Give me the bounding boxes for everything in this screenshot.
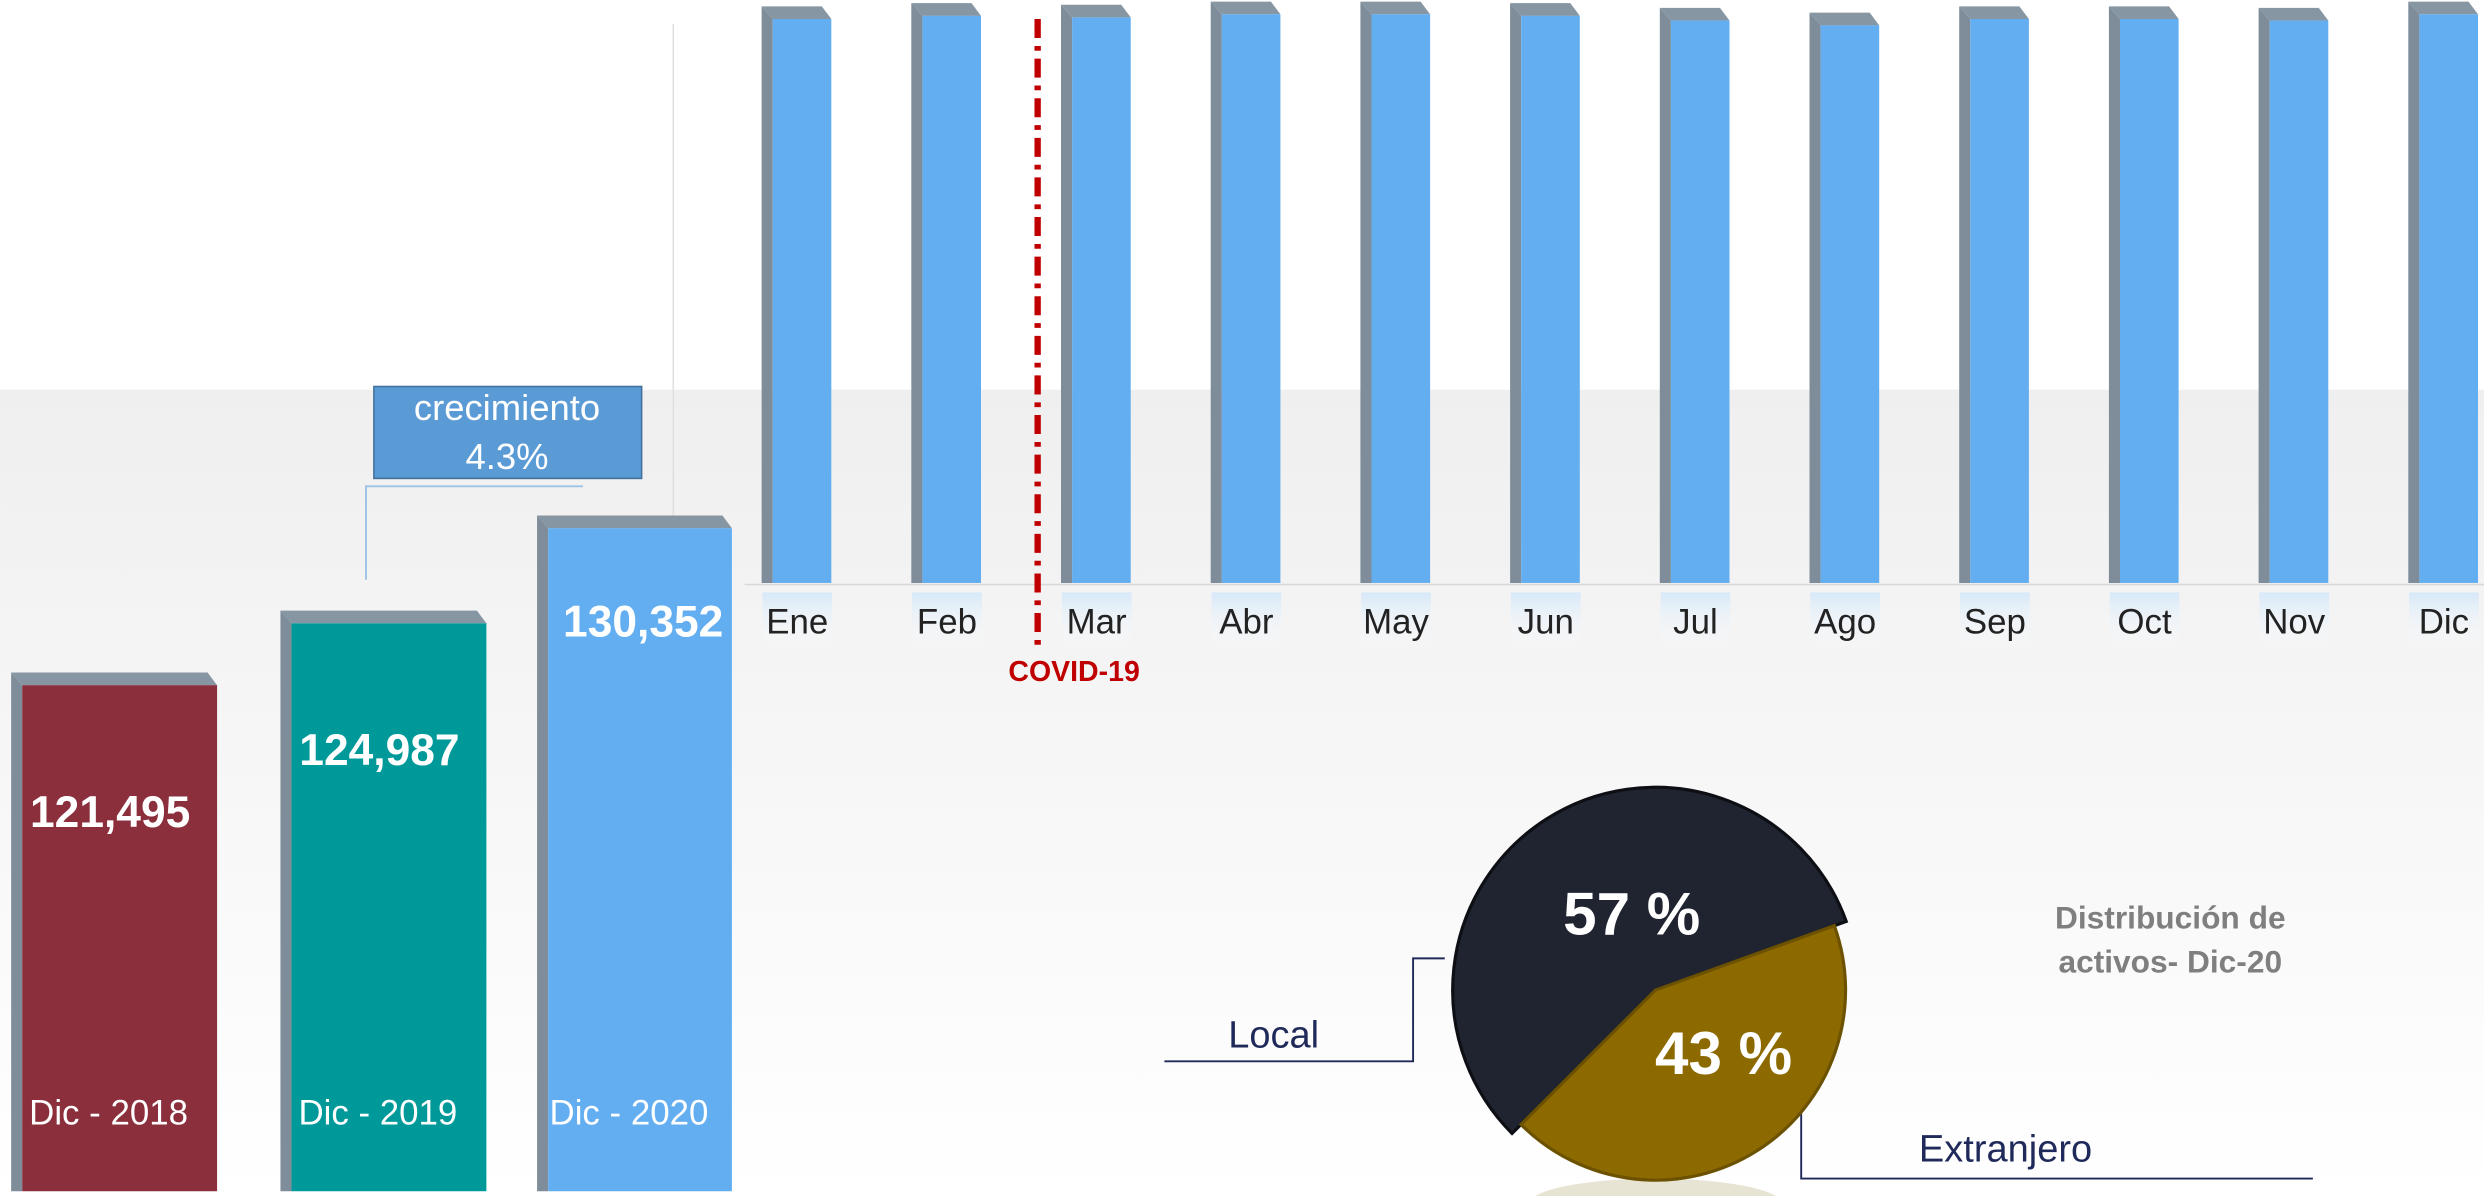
bar-top [280,610,487,624]
bar [1521,15,1580,583]
bar-side [1959,6,1971,583]
value-label: 121,495 [30,788,190,837]
bar-top [1210,1,1281,15]
value-label: 43 % [1655,1020,1792,1087]
bar-side [2408,1,2420,583]
label-bg [1510,592,1581,650]
bar-top [537,515,732,529]
category-label: Dic - 2018 [29,1093,188,1132]
bar [2269,20,2329,583]
legend-label: Local [1228,1015,1319,1057]
bar [548,528,732,1192]
bar-top [911,3,982,16]
category-label: Abr [1219,602,1274,641]
bar-top [2408,1,2478,15]
bar-top [1809,12,1880,26]
covid-label: COVID-19 [1008,656,1139,688]
pie-slice [1518,923,1848,1182]
label-bg [1810,592,1880,650]
growth-value: 4.3% [465,436,548,477]
category-label: Jun [1518,602,1574,641]
label-bg [1660,592,1731,650]
bar [291,623,487,1192]
bar [2419,14,2478,583]
category-label: Ene [766,602,828,641]
category-label: Feb [917,602,977,641]
bar-side [761,6,773,583]
category-label: Mar [1067,602,1127,641]
bar [22,685,218,1192]
connector [1800,1108,2313,1180]
growth-box [373,385,643,480]
bar-top [1510,3,1580,16]
bar-side [1061,4,1073,583]
connector [365,485,584,580]
pie-title-box: Distribución de activos- Dic-20 [2054,901,2286,981]
label-bg [2409,592,2479,650]
bar-top [1959,6,2029,19]
growth-text: crecimiento [414,387,600,428]
category-label: Dic - 2020 [550,1093,709,1132]
bar [2119,18,2179,583]
bar-side [1210,1,1222,583]
bar-side [280,610,292,1192]
label-bg [1361,592,1431,650]
bar-top [2258,7,2329,21]
value-label: 124,987 [299,726,459,775]
bar-top [1360,1,1431,15]
category-label: Dic - 2019 [298,1093,457,1132]
value-label: 130,352 [563,598,723,647]
bar-side [1360,1,1372,583]
bar [1670,20,1730,583]
pie-slice [1451,785,1849,1136]
bar-top [11,672,218,686]
bar-side [11,672,23,1192]
connector [1164,957,1445,1063]
category-label: Jul [1673,602,1718,641]
bar-side [2258,7,2270,583]
bar-side [1659,7,1671,583]
bar-top [2108,6,2179,19]
bar-side [2108,6,2120,583]
bar [922,15,982,583]
bar-side [1510,3,1522,583]
bar-top [1659,7,1730,21]
bar [772,18,832,583]
pie-shadow [1535,1178,1776,1196]
bar-side [537,515,549,1192]
category-label: Sep [1964,602,2026,641]
label-bg [912,592,982,650]
category-label: Nov [2263,602,2326,641]
label-bg [1959,592,2030,650]
bar [1970,18,2029,583]
label-bg [1211,592,1282,650]
label-bg [2259,592,2330,650]
label-bg [2109,592,2180,650]
bar-side [1809,12,1821,583]
value-label: 57 % [1563,881,1700,948]
pie-title: Distribución de activos- Dic-20 [2054,901,2286,981]
label-bg [1061,592,1132,650]
bar-side [911,3,923,583]
legend-label: Extranjero [1919,1129,2092,1171]
bar [1221,14,1281,583]
bar [1820,25,1880,583]
bar [1371,14,1431,583]
category-label: May [1363,602,1429,641]
category-label: Ago [1814,602,1876,641]
label-bg [762,592,833,650]
bar-top [761,6,832,19]
category-label: Dic [2419,602,2469,641]
bar [1072,17,1131,583]
category-label: Oct [2117,602,2172,641]
bar-top [1061,4,1131,18]
